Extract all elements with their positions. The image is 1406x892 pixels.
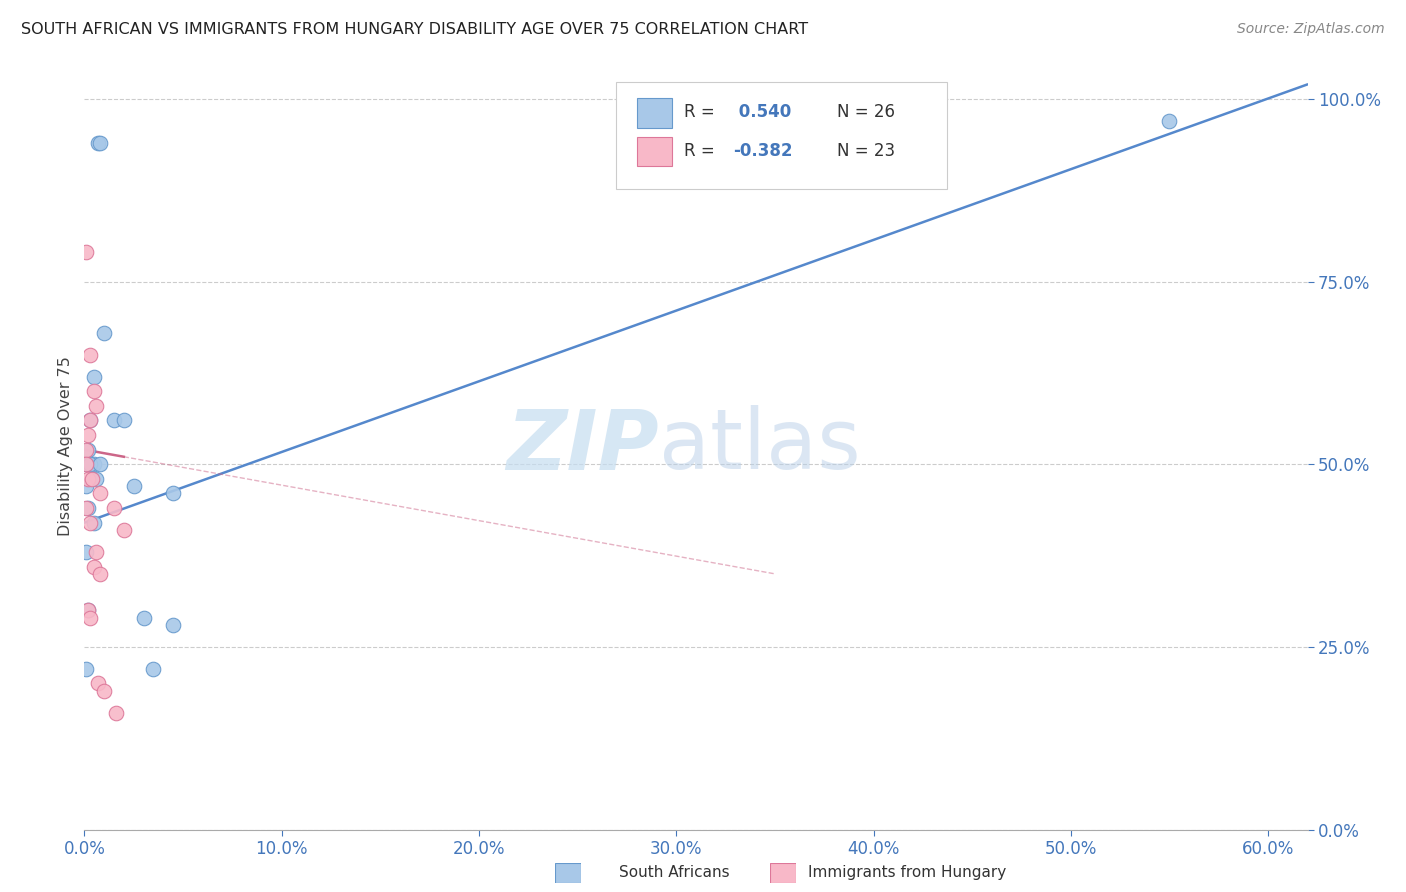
- Point: [93, 326, 115, 340]
- Text: ZIP: ZIP: [506, 406, 659, 486]
- Point: [75, 457, 97, 471]
- Point: [83, 369, 105, 384]
- Text: atlas: atlas: [659, 406, 860, 486]
- Text: Immigrants from Hungary: Immigrants from Hungary: [808, 865, 1007, 880]
- Text: SOUTH AFRICAN VS IMMIGRANTS FROM HUNGARY DISABILITY AGE OVER 75 CORRELATION CHAR: SOUTH AFRICAN VS IMMIGRANTS FROM HUNGARY…: [21, 22, 808, 37]
- Point: [122, 479, 145, 493]
- Text: 0.540: 0.540: [733, 103, 792, 121]
- Point: [89, 457, 111, 471]
- Point: [89, 486, 111, 500]
- Point: [103, 501, 125, 516]
- Point: [77, 442, 100, 457]
- Point: [83, 559, 105, 574]
- Point: [1159, 114, 1181, 128]
- Point: [83, 457, 105, 471]
- FancyBboxPatch shape: [616, 81, 946, 189]
- Point: [87, 136, 110, 150]
- Point: [75, 442, 97, 457]
- Point: [84, 545, 107, 559]
- Text: R =: R =: [683, 142, 720, 160]
- Point: [112, 523, 135, 537]
- Text: -0.382: -0.382: [733, 142, 792, 160]
- Text: South Africans: South Africans: [619, 865, 730, 880]
- Point: [83, 384, 105, 399]
- Point: [82, 472, 104, 486]
- Point: [75, 245, 97, 260]
- Point: [104, 706, 127, 720]
- Point: [79, 516, 101, 530]
- Point: [89, 136, 111, 150]
- Point: [77, 472, 100, 486]
- Point: [162, 618, 184, 632]
- Point: [75, 501, 97, 516]
- Text: Source: ZipAtlas.com: Source: ZipAtlas.com: [1237, 22, 1385, 37]
- Point: [75, 457, 97, 471]
- Point: [83, 516, 105, 530]
- Point: [82, 472, 104, 486]
- Point: [87, 676, 110, 690]
- Point: [79, 413, 101, 427]
- Point: [77, 603, 100, 617]
- Point: [79, 348, 101, 362]
- Point: [132, 610, 155, 624]
- Y-axis label: Disability Age Over 75: Disability Age Over 75: [58, 356, 73, 536]
- Point: [142, 662, 165, 676]
- Point: [162, 486, 184, 500]
- Point: [93, 683, 115, 698]
- Point: [89, 566, 111, 581]
- Point: [84, 472, 107, 486]
- Point: [75, 545, 97, 559]
- Text: R =: R =: [683, 103, 720, 121]
- Point: [77, 428, 100, 442]
- Text: N = 26: N = 26: [837, 103, 894, 121]
- Point: [75, 479, 97, 493]
- Point: [79, 610, 101, 624]
- Point: [103, 413, 125, 427]
- Point: [75, 662, 97, 676]
- Point: [77, 501, 100, 516]
- Point: [84, 399, 107, 413]
- Point: [112, 413, 135, 427]
- Text: N = 23: N = 23: [837, 142, 894, 160]
- Point: [79, 457, 101, 471]
- FancyBboxPatch shape: [637, 136, 672, 166]
- FancyBboxPatch shape: [637, 98, 672, 128]
- Point: [77, 603, 100, 617]
- Point: [79, 413, 101, 427]
